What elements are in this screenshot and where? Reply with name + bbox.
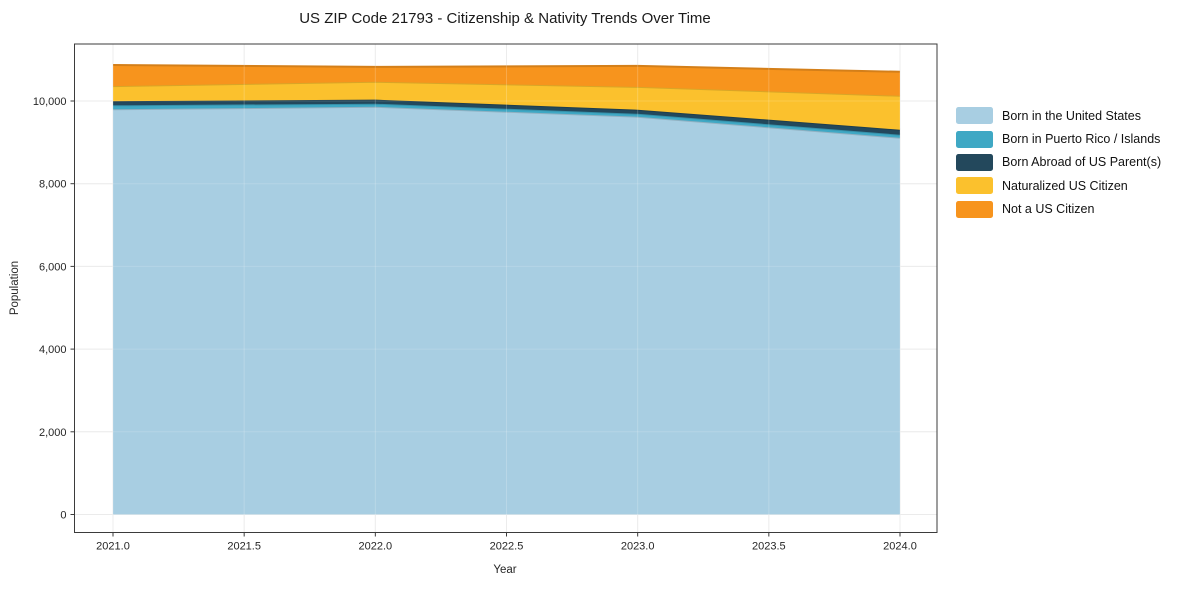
frame-layer <box>74 43 938 533</box>
legend-swatch <box>956 153 993 171</box>
legend-swatch <box>956 107 993 125</box>
y-tick-label: 0 <box>60 510 66 522</box>
area-born-abroad-of-us-parent-s <box>113 99 900 135</box>
legend-label: Not a US Citizen <box>1002 202 1095 217</box>
area-born-in-the-united-states <box>113 106 900 515</box>
legend-item-naturalized-us-citizen: Naturalized US Citizen <box>956 174 1161 197</box>
y-tick-label: 10,000 <box>33 96 67 108</box>
y-tick-label: 2,000 <box>39 427 67 439</box>
legend-swatch <box>956 177 993 195</box>
legend-swatch <box>956 200 993 218</box>
x-tick-label: 2023.0 <box>621 541 655 553</box>
area-layer <box>112 64 901 515</box>
area-not-a-us-citizen <box>113 65 900 96</box>
x-tick-label: 2024.0 <box>883 541 917 553</box>
x-tick-label: 2022.0 <box>359 541 393 553</box>
legend-item-not-a-us-citizen: Not a US Citizen <box>956 198 1161 221</box>
legend-swatch <box>956 130 993 148</box>
legend-label: Born in the United States <box>1002 108 1141 123</box>
legend-label: Naturalized US Citizen <box>1002 178 1128 193</box>
area-edge-born-abroad-of-us-parent-s <box>112 98 901 131</box>
legend-item-born-abroad-of-us-parent-s: Born Abroad of US Parent(s) <box>956 151 1161 174</box>
x-tick-label: 2021.5 <box>227 541 261 553</box>
x-tick-label: 2021.0 <box>96 541 130 553</box>
x-tick-label: 2023.5 <box>752 541 786 553</box>
legend: Born in the United States Born in Puerto … <box>956 104 1161 221</box>
chart-title: US ZIP Code 21793 - Citizenship & Nativi… <box>299 10 711 27</box>
area-naturalized-us-citizen <box>113 81 900 130</box>
legend-item-born-in-the-united-states: Born in the United States <box>956 104 1161 127</box>
y-tick-label: 4,000 <box>39 344 67 356</box>
legend-label: Born in Puerto Rico / Islands <box>1002 132 1161 147</box>
x-axis-label: Year <box>493 564 516 576</box>
plot-frame <box>74 43 938 533</box>
y-axis-label: Population <box>9 261 21 315</box>
area-born-in-puerto-rico-islands <box>113 103 900 138</box>
legend-item-born-in-puerto-rico-islands: Born in Puerto Rico / Islands <box>956 127 1161 150</box>
overlay-grid-layer <box>74 44 937 533</box>
x-tick-label: 2022.5 <box>490 541 524 553</box>
tick-layer: 2021.0 2021.5 2022.0 2022.5 2023.0 2023.5 2024… <box>33 96 917 553</box>
area-edge-not-a-us-citizen <box>112 64 901 73</box>
legend-label: Born Abroad of US Parent(s) <box>1002 155 1162 170</box>
y-tick-label: 6,000 <box>39 261 67 273</box>
y-tick-label: 8,000 <box>39 179 67 191</box>
